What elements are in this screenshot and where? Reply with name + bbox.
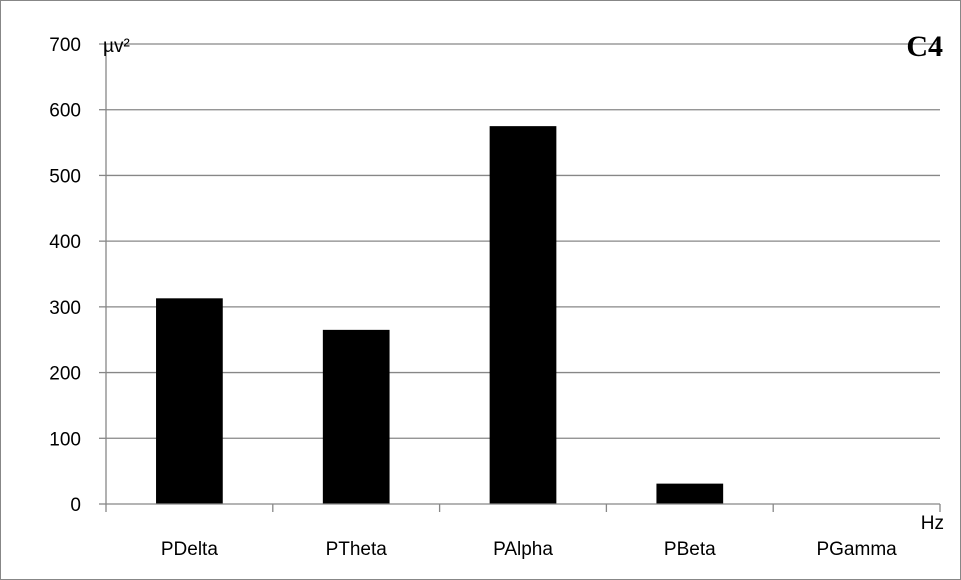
x-tick-label: PBeta	[664, 539, 716, 560]
axes	[99, 43, 941, 512]
y-tick-label: 500	[49, 166, 81, 187]
x-tick-label: PTheta	[326, 539, 388, 560]
x-tick-label: PAlpha	[493, 539, 553, 560]
y-tick-label: 300	[49, 298, 81, 319]
y-tick-label: 100	[49, 429, 81, 450]
bar-pbeta	[656, 483, 724, 504]
bars	[156, 126, 724, 505]
y-tick-label: 0	[70, 495, 81, 516]
x-tick-label: PDelta	[161, 539, 218, 560]
bar-palpha	[489, 126, 557, 505]
x-tick-labels: PDelta PTheta PAlpha PBeta PGamma	[161, 539, 897, 560]
chart-title: C4	[906, 30, 943, 63]
y-tick-label: 200	[49, 364, 81, 385]
x-tick-label: PGamma	[816, 539, 897, 560]
bar-pdelta	[156, 298, 223, 504]
x-axis-unit-label: Hz	[921, 513, 944, 534]
bar-ptheta	[322, 329, 390, 504]
y-tick-label: 600	[49, 101, 81, 122]
y-tick-labels: 0 100 200 300 400 500 600 700	[49, 35, 81, 516]
y-tick-label: 400	[49, 232, 81, 253]
y-tick-label: 700	[49, 35, 81, 56]
y-axis-unit-label: µv²	[103, 36, 130, 57]
